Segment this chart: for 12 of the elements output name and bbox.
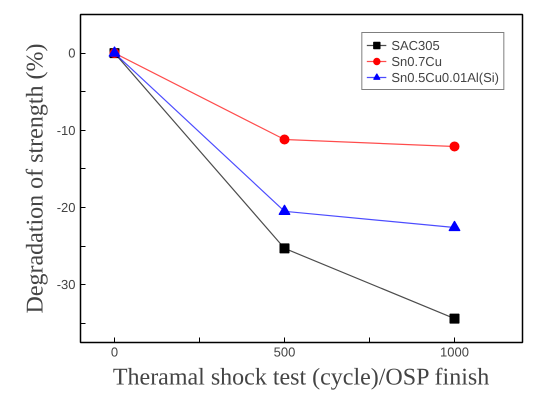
x-tick-label: 0 — [110, 344, 118, 360]
legend-label: Sn0.5Cu0.01Al(Si) — [391, 69, 499, 85]
y-tick-label: -10 — [56, 122, 76, 138]
x-axis-title: Theramal shock test (cycle)/OSP finish — [112, 364, 490, 390]
y-tick-label: -30 — [56, 277, 76, 292]
legend-label: Sn0.7Cu — [391, 53, 442, 69]
y-axis-title: Degradation of strength (%) — [22, 44, 49, 314]
legend-label: SAC305 — [391, 37, 440, 53]
y-tick-label: 0 — [68, 46, 76, 61]
y-tick-label: -20 — [56, 200, 76, 215]
x-tick-label: 500 — [274, 344, 296, 360]
x-tick-label: 1000 — [440, 344, 469, 360]
